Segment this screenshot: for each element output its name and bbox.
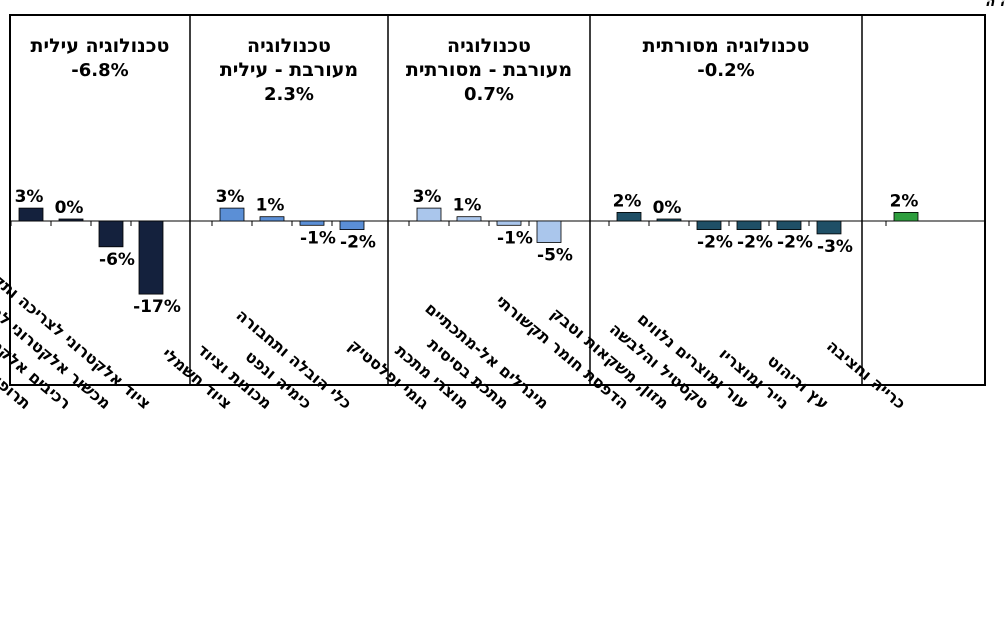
bar <box>696 220 722 231</box>
group-average: -6.8% <box>71 60 128 81</box>
data-label: 1% <box>453 196 482 216</box>
data-label: 1% <box>256 196 285 216</box>
data-label: 3% <box>216 187 245 207</box>
bar <box>656 218 682 222</box>
data-label: -3% <box>817 237 853 257</box>
data-label: -2% <box>737 233 773 253</box>
plot-area: טכנולוגיה עילית -6.8% 3% 0% -6% -17% טכנולוגיה… <box>9 14 986 386</box>
group-title: טכנולוגיה מסורתית <box>643 35 810 57</box>
bar <box>776 220 802 231</box>
group-average: -0.2% <box>697 60 754 81</box>
bar <box>536 220 562 243</box>
data-label: -5% <box>537 246 573 266</box>
group-title: מעורבת - מסורתית <box>406 59 572 81</box>
data-label: -1% <box>300 228 336 248</box>
group-title: טכנולוגיה <box>447 35 531 57</box>
data-label: 3% <box>15 187 44 207</box>
bar <box>299 220 325 226</box>
category-label: כרייה וחציבה <box>823 336 910 413</box>
group-average: 0.7% <box>464 84 514 105</box>
bar <box>456 216 482 222</box>
group-title: מעורבת - עילית <box>220 59 358 81</box>
group-title: טכנולוגיה עילית <box>31 35 170 57</box>
bar <box>816 220 842 235</box>
bar <box>18 207 44 222</box>
group-title: טכנולוגיה <box>247 35 331 57</box>
data-label: 0% <box>653 198 682 218</box>
data-label: -2% <box>697 233 733 253</box>
bar <box>98 220 124 248</box>
bar <box>416 207 442 222</box>
data-label: 3% <box>413 187 442 207</box>
chart-frame <box>9 14 986 386</box>
data-label: -2% <box>777 233 813 253</box>
bar <box>736 220 762 231</box>
bar <box>616 211 642 222</box>
bar <box>58 218 84 222</box>
bar <box>496 220 522 226</box>
group-average: 2.3% <box>264 84 314 105</box>
data-label: 0% <box>55 198 84 218</box>
bar <box>138 220 164 295</box>
chart-top-caption: ה ש ו מ ח ש ה א ב ה הו ע ה ב 2025 בה ש ה… <box>985 0 1005 10</box>
bar <box>339 220 365 231</box>
data-label: -2% <box>340 233 376 253</box>
data-label: -6% <box>99 250 135 270</box>
bar <box>219 207 245 222</box>
data-label: 2% <box>890 191 919 211</box>
bar <box>893 211 919 222</box>
data-label: 2% <box>613 191 642 211</box>
data-label: -17% <box>133 297 181 317</box>
bar <box>259 216 285 222</box>
data-label: -1% <box>497 228 533 248</box>
